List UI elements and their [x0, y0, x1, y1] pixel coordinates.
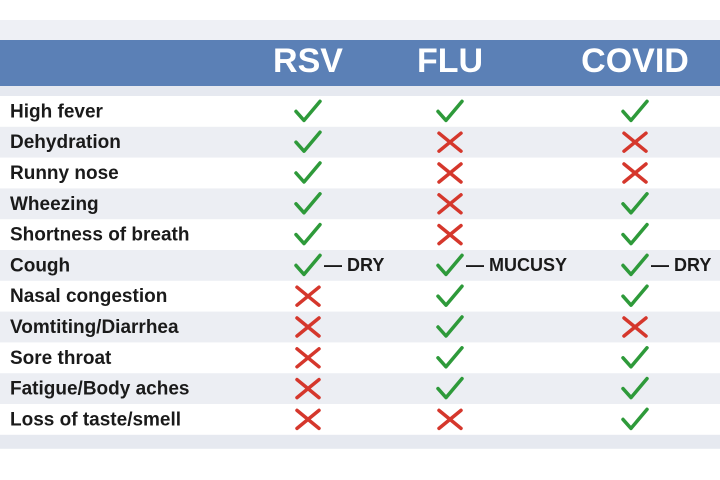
row-label: Fatigue/Body aches: [10, 379, 190, 400]
check-mark: [294, 161, 322, 184]
check-mark: [436, 315, 464, 338]
row-label: Nasal congestion: [10, 286, 167, 307]
row-label: Runny nose: [10, 163, 119, 184]
cross-mark: [437, 193, 463, 215]
check-mark: [621, 99, 649, 123]
column-header: COVID: [581, 42, 689, 80]
row-band: [0, 373, 720, 404]
cross-mark: [295, 347, 321, 369]
cross-mark: [622, 162, 648, 184]
check-mark: [294, 222, 322, 246]
row-label: Vomtiting/Diarrhea: [10, 317, 179, 338]
check-mark: [436, 253, 464, 277]
cross-mark: [437, 408, 463, 431]
cell-note: — MUCUSY: [466, 255, 567, 275]
cross-mark: [437, 223, 463, 246]
row-band: [0, 250, 720, 281]
column-header: FLU: [417, 42, 483, 80]
column-header: RSV: [273, 42, 343, 80]
check-mark: [294, 130, 322, 153]
check-mark: [621, 407, 649, 431]
check-mark: [436, 376, 464, 400]
row-label: Wheezing: [10, 194, 99, 215]
check-mark: [436, 346, 464, 369]
check-mark: [621, 253, 649, 277]
header-strip: [0, 86, 720, 96]
row-label: Sore throat: [10, 348, 112, 369]
check-mark: [621, 284, 649, 307]
check-mark: [621, 192, 649, 215]
row-label: Dehydration: [10, 132, 121, 153]
row-label: Shortness of breath: [10, 225, 189, 246]
cell-note: — DRY: [324, 255, 384, 275]
cross-mark: [437, 162, 463, 184]
row-band: [0, 188, 720, 220]
top-strip: [0, 20, 720, 40]
cross-mark: [295, 285, 321, 307]
check-mark: [294, 192, 322, 215]
row-band: [0, 311, 720, 343]
check-mark: [294, 253, 322, 277]
check-mark: [294, 99, 322, 123]
cross-mark: [295, 316, 321, 338]
row-label: High fever: [10, 101, 104, 122]
check-mark: [436, 284, 464, 307]
header-band: [0, 40, 720, 86]
check-mark: [621, 346, 649, 369]
cross-mark: [437, 131, 463, 153]
cross-mark: [295, 377, 321, 400]
check-mark: [621, 222, 649, 246]
check-mark: [436, 99, 464, 123]
footer-strip: [0, 434, 720, 449]
cross-mark: [622, 316, 648, 338]
cross-mark: [622, 131, 648, 153]
check-mark: [621, 376, 649, 400]
cross-mark: [295, 408, 321, 431]
row-label: Loss of taste/smell: [10, 409, 181, 430]
row-band: [0, 126, 720, 158]
row-label: Cough: [10, 255, 70, 276]
cell-note: — DRY: [651, 255, 711, 275]
